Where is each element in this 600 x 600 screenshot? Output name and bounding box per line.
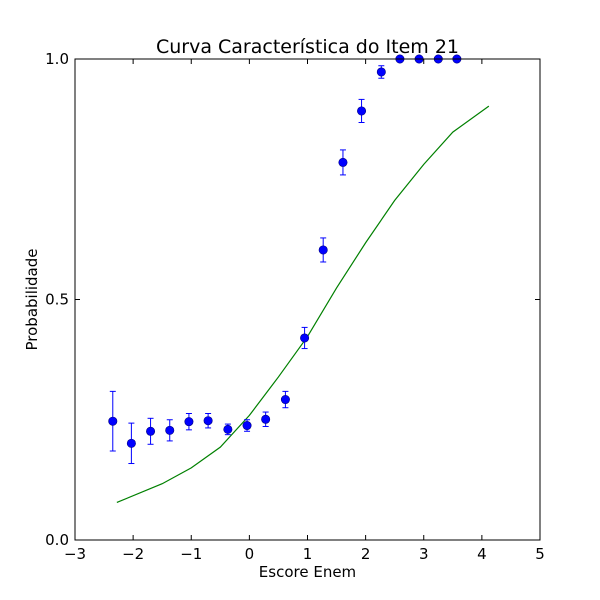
y-tick-label: 0.0 xyxy=(45,531,69,549)
data-point-12 xyxy=(338,149,348,176)
data-marker xyxy=(165,425,175,435)
x-tick-label: 4 xyxy=(477,545,487,563)
data-marker xyxy=(108,416,118,426)
x-tick-label: −2 xyxy=(122,545,144,563)
y-tick-label: 1.0 xyxy=(45,50,69,68)
data-point-0 xyxy=(108,390,118,452)
data-point-2 xyxy=(146,417,156,445)
data-point-7 xyxy=(242,419,252,432)
data-point-11 xyxy=(318,237,328,263)
plot-area xyxy=(108,54,490,504)
data-marker xyxy=(376,67,386,77)
data-marker xyxy=(300,333,310,343)
chart-title: Curva Característica do Item 21 xyxy=(156,36,459,58)
data-marker xyxy=(203,416,213,426)
data-marker xyxy=(223,424,233,434)
data-point-9 xyxy=(280,390,290,409)
x-tick-label: −1 xyxy=(180,545,202,563)
y-axis-label: Probabilidade xyxy=(23,249,41,351)
data-marker xyxy=(126,438,136,448)
axis-ticks: −3 −2 −1 0 1 2 3 4 5 0.0 0.5 1.0 xyxy=(45,50,545,563)
data-point-13 xyxy=(357,98,367,123)
x-tick-label: 2 xyxy=(361,545,371,563)
data-point-14 xyxy=(376,65,386,79)
x-tick-label: −3 xyxy=(64,545,86,563)
data-point-8 xyxy=(261,411,271,427)
x-tick-label: 3 xyxy=(419,545,429,563)
data-point-6 xyxy=(223,423,233,436)
data-point-3 xyxy=(165,419,175,442)
data-marker xyxy=(318,245,328,255)
data-marker xyxy=(242,421,252,431)
data-marker xyxy=(338,157,348,167)
data-point-1 xyxy=(126,422,136,465)
data-marker xyxy=(357,106,367,116)
data-marker xyxy=(184,417,194,427)
data-point-4 xyxy=(184,412,194,431)
x-tick-label: 0 xyxy=(245,545,255,563)
x-axis-label: Escore Enem xyxy=(259,563,356,581)
data-marker xyxy=(146,426,156,436)
x-tick-label: 1 xyxy=(303,545,313,563)
data-point-10 xyxy=(300,326,310,350)
x-tick-label: 5 xyxy=(535,545,545,563)
data-marker xyxy=(280,395,290,405)
data-marker xyxy=(261,414,271,424)
y-tick-label: 0.5 xyxy=(45,291,69,309)
data-point-5 xyxy=(203,412,213,429)
